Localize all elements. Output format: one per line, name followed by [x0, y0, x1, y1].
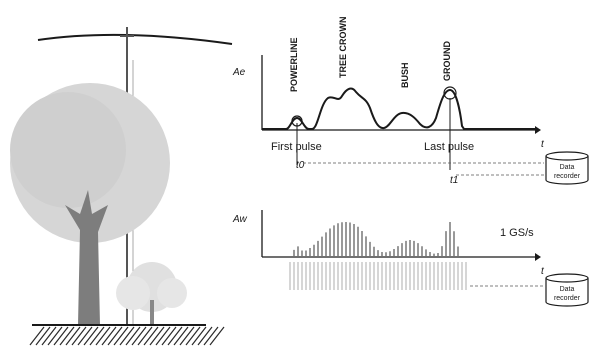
- bottom-y-axis-label: Aw: [232, 214, 247, 225]
- hatch-line: [29, 326, 45, 346]
- hatch-line: [179, 326, 195, 346]
- echo-waveform-panel: Ae t POWERLINE TREE CROWN BUSH GROUND Fi…: [232, 17, 589, 186]
- hatch-line: [203, 326, 219, 346]
- hatch-line: [137, 326, 153, 346]
- bottom-x-arrow: [535, 253, 541, 261]
- hatch-line: [149, 326, 165, 346]
- hatch-line: [119, 326, 135, 346]
- ground-hatch: [29, 326, 225, 346]
- hatch-line: [59, 326, 75, 346]
- hatch-line: [173, 326, 189, 346]
- echo-waveform: [262, 87, 535, 130]
- tree-trunk: [65, 190, 108, 325]
- recorder-bottom-line2: recorder: [554, 295, 581, 302]
- target-label-ground: GROUND: [442, 41, 452, 81]
- sample-rate-label: 1 GS/s: [500, 227, 534, 239]
- t1-label: t1: [450, 175, 458, 186]
- sampled-waveform-panel: Aw t 1 GS/s Data recorder: [232, 210, 589, 307]
- hatch-line: [143, 326, 159, 346]
- hatch-line: [77, 326, 93, 346]
- hatch-line: [197, 326, 213, 346]
- recorder-top-line2: recorder: [554, 173, 581, 180]
- hatch-line: [89, 326, 105, 346]
- target-label-powerline: POWERLINE: [289, 37, 299, 92]
- bush-stem: [150, 300, 154, 325]
- last-pulse-label: Last pulse: [424, 141, 474, 153]
- first-pulse-label: First pulse: [271, 141, 322, 153]
- hatch-line: [125, 326, 141, 346]
- hatch-line: [191, 326, 207, 346]
- hatch-line: [131, 326, 147, 346]
- sample-bars: [293, 221, 459, 256]
- hatch-line: [209, 326, 225, 346]
- data-recorder-top: Data recorder: [545, 151, 589, 185]
- hatch-line: [71, 326, 87, 346]
- t0-label: t0: [296, 160, 305, 171]
- scene-illustration: [10, 27, 233, 346]
- hatch-line: [107, 326, 123, 346]
- hatch-line: [113, 326, 129, 346]
- bottom-x-axis-label: t: [541, 266, 545, 277]
- recorder-top-line1: Data: [560, 164, 575, 171]
- hatch-line: [167, 326, 183, 346]
- hatch-line: [185, 326, 201, 346]
- sample-clock-ticks: [289, 262, 467, 290]
- hatch-line: [101, 326, 117, 346]
- target-label-tree-crown: TREE CROWN: [338, 17, 348, 79]
- hatch-line: [35, 326, 51, 346]
- hatch-line: [53, 326, 69, 346]
- top-x-arrow: [535, 126, 541, 134]
- hatch-line: [155, 326, 171, 346]
- top-y-axis-label: Ae: [232, 67, 246, 78]
- bush-right: [157, 278, 187, 308]
- hatch-line: [83, 326, 99, 346]
- bush-left: [116, 276, 150, 310]
- hatch-line: [65, 326, 81, 346]
- recorder-bottom-line1: Data: [560, 286, 575, 293]
- hatch-line: [47, 326, 63, 346]
- data-recorder-bottom: Data recorder: [545, 273, 589, 307]
- hatch-line: [41, 326, 57, 346]
- tree-crown-shade: [10, 92, 126, 208]
- top-x-axis-label: t: [541, 139, 545, 150]
- hatch-line: [161, 326, 177, 346]
- target-label-bush: BUSH: [400, 62, 410, 88]
- powerline-wire: [37, 33, 233, 45]
- hatch-line: [95, 326, 111, 346]
